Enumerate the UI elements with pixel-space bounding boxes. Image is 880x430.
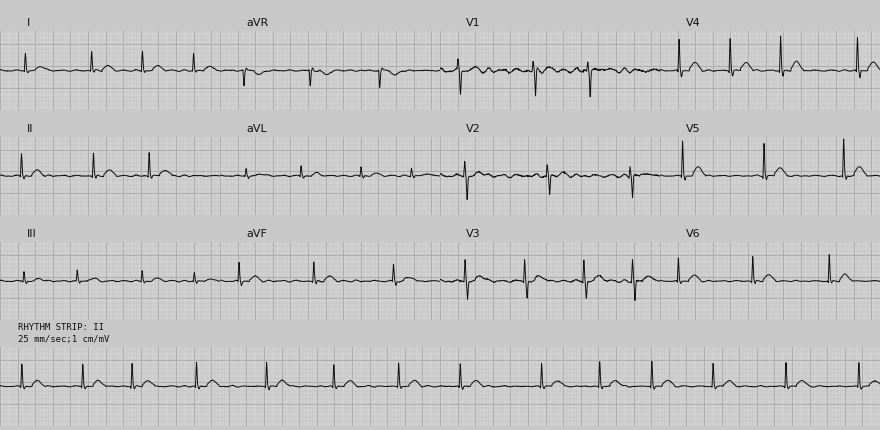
Text: V5: V5 <box>686 123 701 134</box>
Text: V3: V3 <box>466 229 481 239</box>
Text: aVF: aVF <box>246 229 268 239</box>
Text: aVL: aVL <box>246 123 268 134</box>
Text: V6: V6 <box>686 229 701 239</box>
Text: I: I <box>26 18 30 28</box>
Text: III: III <box>26 229 36 239</box>
Text: II: II <box>26 123 33 134</box>
Text: V1: V1 <box>466 18 481 28</box>
Text: RHYTHM STRIP: II
25 mm/sec;1 cm/mV: RHYTHM STRIP: II 25 mm/sec;1 cm/mV <box>18 323 109 344</box>
Text: aVR: aVR <box>246 18 268 28</box>
Text: V2: V2 <box>466 123 481 134</box>
Text: V4: V4 <box>686 18 701 28</box>
